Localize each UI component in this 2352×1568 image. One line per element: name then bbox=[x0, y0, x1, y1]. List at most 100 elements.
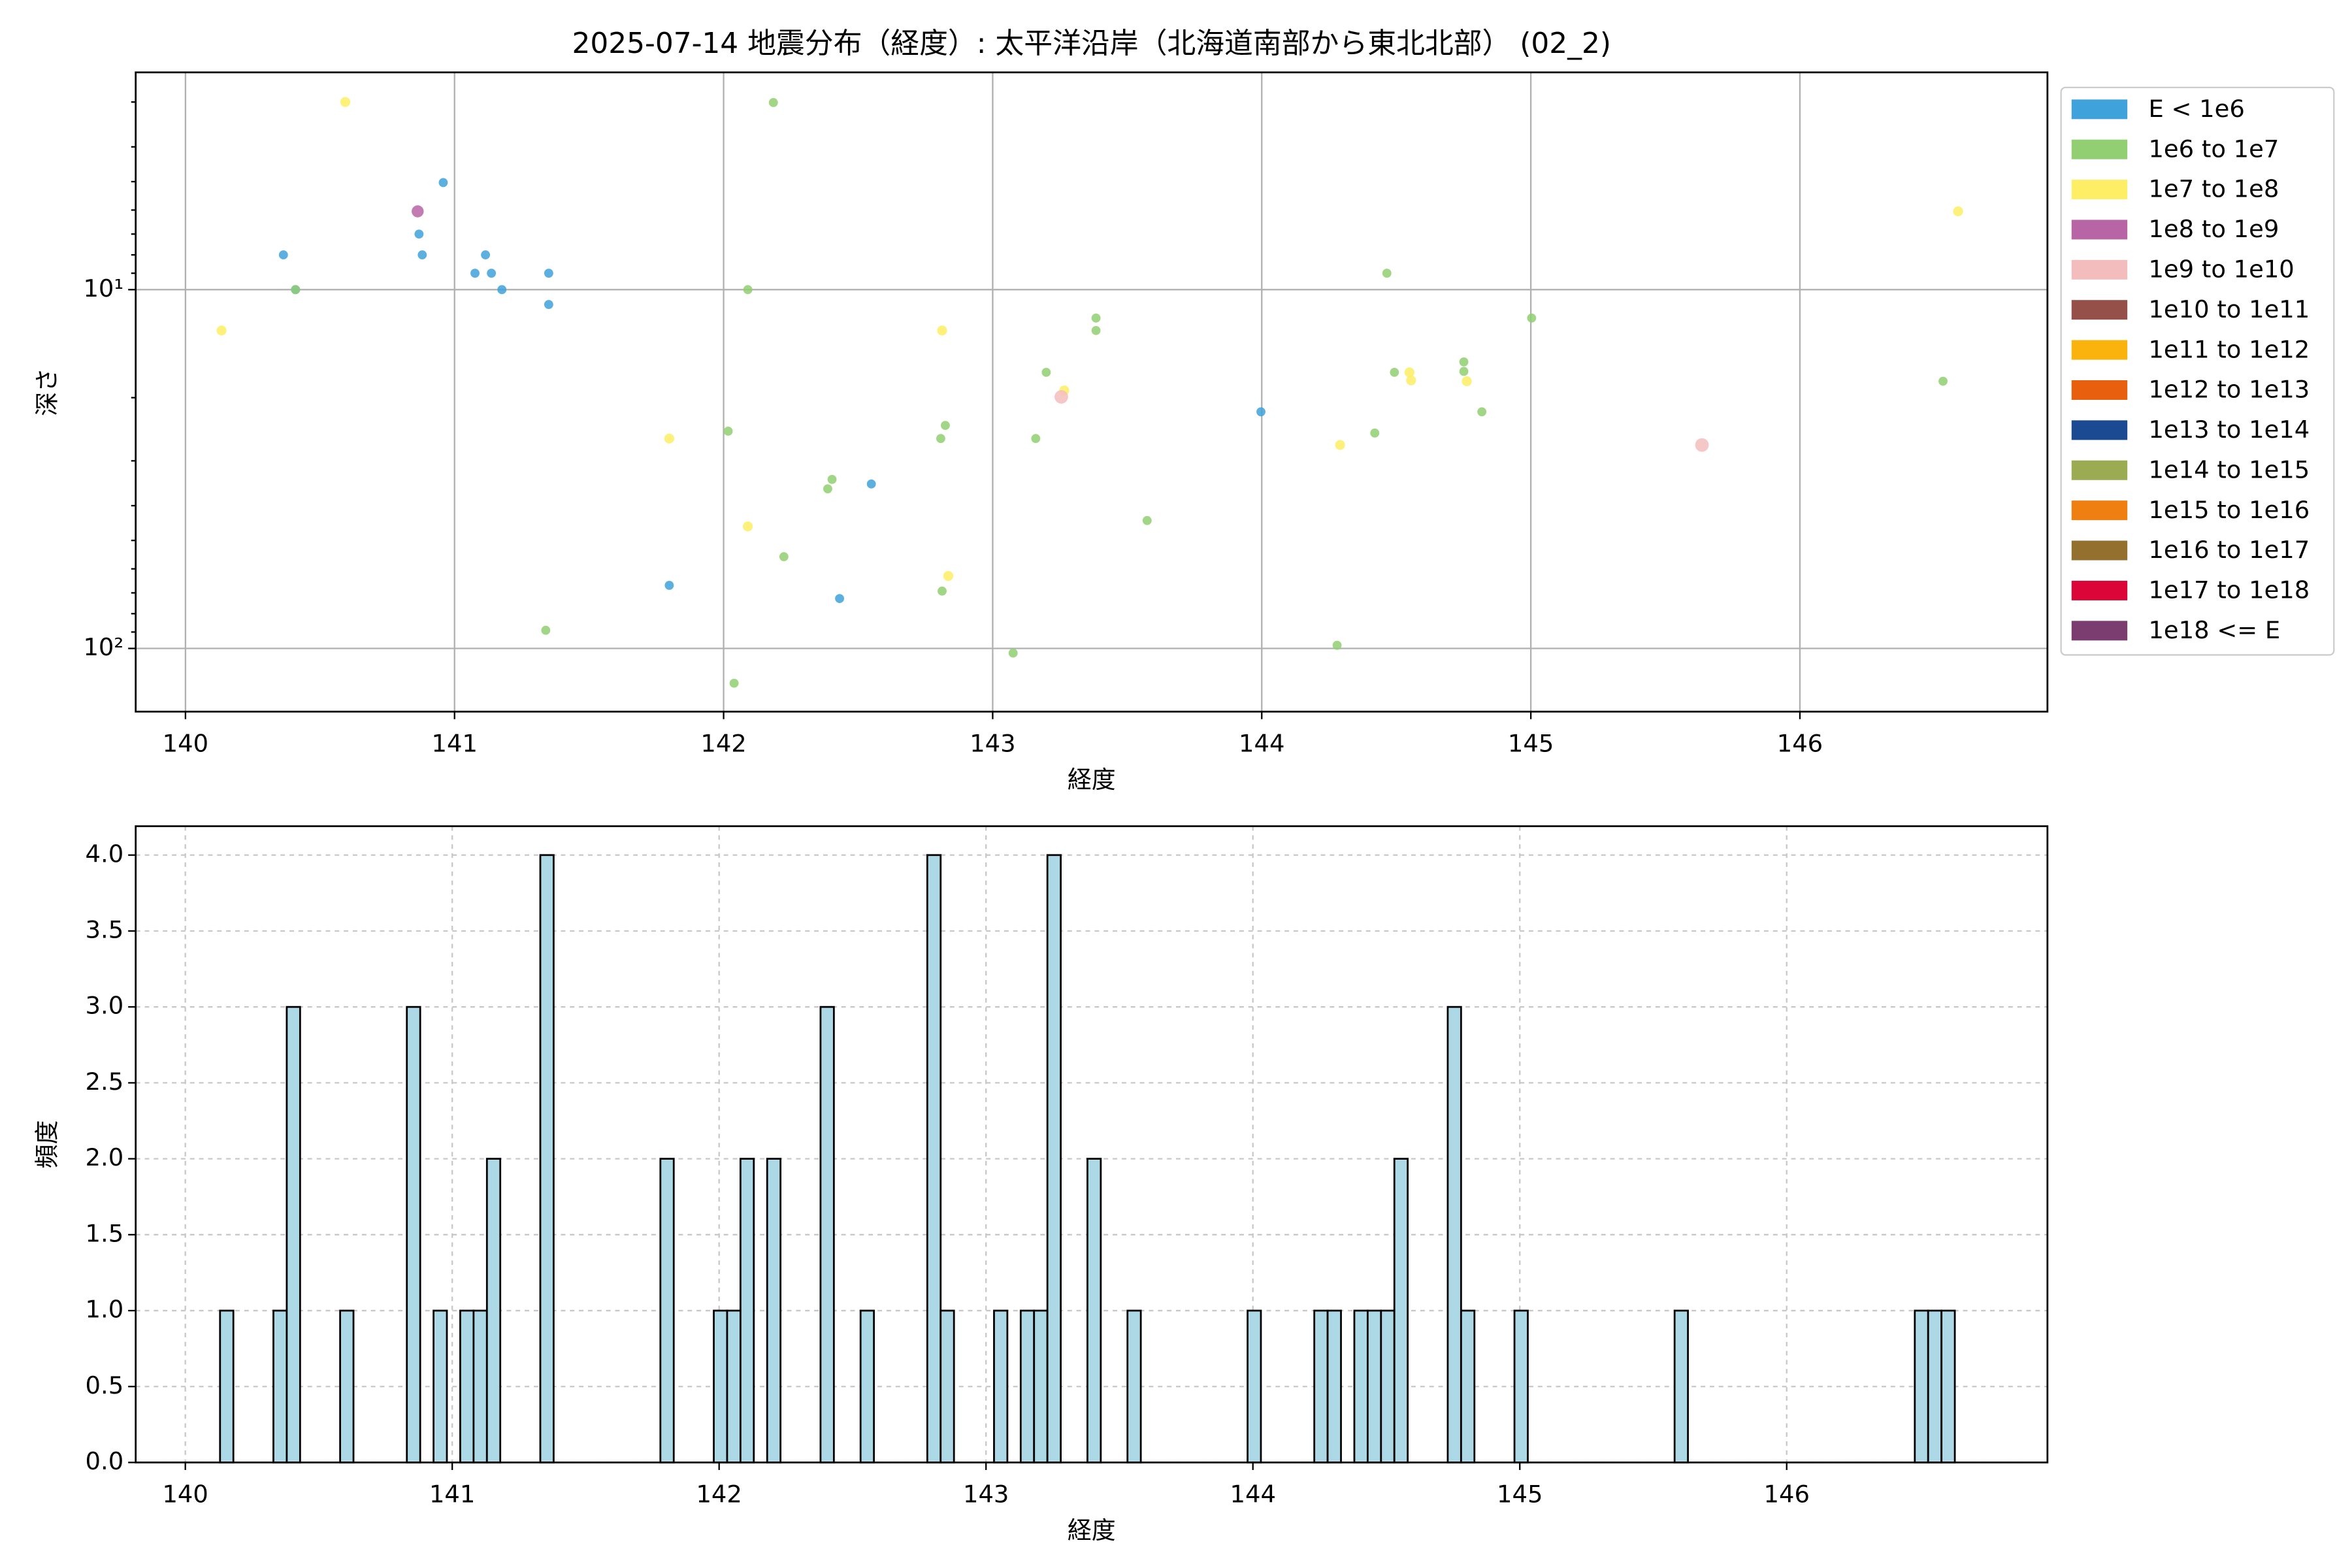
data-point bbox=[664, 433, 674, 444]
histogram-bar bbox=[1247, 1309, 1262, 1463]
histogram-bar bbox=[1353, 1309, 1369, 1463]
data-point bbox=[216, 325, 227, 336]
x-axis-label: 経度 bbox=[1068, 1516, 1116, 1544]
x-tick-label: 143 bbox=[963, 1480, 1009, 1509]
histogram-bar bbox=[1366, 1309, 1382, 1463]
legend-label: 1e18 <= E bbox=[2148, 616, 2280, 644]
data-point bbox=[487, 269, 497, 278]
histogram-bar bbox=[1460, 1309, 1476, 1463]
legend-label: 1e13 to 1e14 bbox=[2148, 416, 2310, 444]
histogram-bar bbox=[713, 1309, 728, 1463]
x-axis-label: 経度 bbox=[1068, 766, 1116, 794]
data-point bbox=[835, 594, 845, 604]
data-point bbox=[936, 434, 945, 444]
data-point bbox=[481, 250, 491, 260]
x-tick-label: 140 bbox=[162, 1480, 208, 1509]
data-point bbox=[723, 427, 733, 436]
data-point bbox=[938, 586, 947, 596]
data-point bbox=[1382, 269, 1392, 278]
histogram-bar bbox=[539, 854, 555, 1463]
y-tick-label: 3.5 bbox=[86, 915, 124, 943]
legend-swatch bbox=[2071, 540, 2128, 561]
histogram-bar bbox=[1914, 1309, 1929, 1463]
legend-label: 1e10 to 1e11 bbox=[2148, 295, 2310, 323]
histogram-bar bbox=[1380, 1309, 1396, 1463]
x-tick-label: 144 bbox=[1230, 1480, 1275, 1509]
data-point bbox=[1142, 515, 1152, 525]
x-tick-label: 146 bbox=[1777, 730, 1823, 758]
histogram-bar bbox=[1326, 1309, 1342, 1463]
data-point bbox=[941, 421, 950, 431]
legend-label: 1e17 to 1e18 bbox=[2148, 576, 2310, 604]
histogram-bar bbox=[1446, 1005, 1462, 1463]
histogram-bar bbox=[1033, 1309, 1049, 1463]
data-point bbox=[1527, 313, 1537, 323]
data-point bbox=[497, 285, 507, 295]
data-point bbox=[1054, 390, 1068, 404]
data-point bbox=[1031, 434, 1041, 444]
plot-frame bbox=[135, 71, 2049, 713]
data-point bbox=[291, 285, 301, 295]
histogram-bar bbox=[1940, 1309, 1956, 1463]
histogram-bar bbox=[339, 1309, 355, 1463]
legend-label: 1e9 to 1e10 bbox=[2148, 255, 2294, 283]
histogram-bar bbox=[859, 1309, 875, 1463]
y-tick-label: 2.0 bbox=[86, 1143, 124, 1171]
data-point bbox=[729, 678, 739, 688]
x-tick-label: 144 bbox=[1239, 730, 1284, 758]
legend-label: E < 1e6 bbox=[2148, 95, 2244, 123]
data-point bbox=[827, 474, 837, 484]
histogram-bar bbox=[739, 1158, 755, 1463]
data-point bbox=[1695, 438, 1709, 452]
y-tick-label: 10² bbox=[83, 633, 123, 661]
data-point bbox=[470, 269, 480, 278]
y-tick-label: 1.5 bbox=[86, 1219, 124, 1247]
y-tick-label: 4.0 bbox=[86, 840, 124, 868]
histogram-bar bbox=[1513, 1309, 1529, 1463]
data-point bbox=[1335, 440, 1345, 450]
y-axis-label: 頻度 bbox=[33, 1120, 61, 1169]
y-tick-label: 0.0 bbox=[86, 1447, 124, 1475]
legend-box bbox=[2060, 86, 2335, 656]
histogram-bar bbox=[219, 1309, 235, 1463]
data-point bbox=[438, 178, 448, 188]
histogram-bar bbox=[1393, 1158, 1409, 1463]
histogram-bar bbox=[1086, 1158, 1102, 1463]
legend-swatch bbox=[2071, 340, 2128, 360]
data-point bbox=[1370, 428, 1380, 438]
histogram-bar bbox=[1046, 854, 1062, 1463]
histogram-bar bbox=[1927, 1309, 1943, 1463]
legend-swatch bbox=[2071, 380, 2128, 400]
histogram-bar bbox=[726, 1309, 742, 1463]
data-point bbox=[937, 325, 947, 336]
data-point bbox=[1008, 648, 1018, 658]
data-point bbox=[1091, 325, 1101, 335]
histogram-bar bbox=[993, 1309, 1009, 1463]
data-point bbox=[541, 625, 551, 635]
legend-swatch bbox=[2071, 99, 2128, 120]
data-point bbox=[278, 250, 288, 260]
legend-swatch bbox=[2071, 420, 2128, 440]
legend-swatch bbox=[2071, 220, 2128, 240]
histogram-bar bbox=[485, 1158, 502, 1463]
legend-swatch bbox=[2071, 300, 2128, 320]
data-point bbox=[866, 479, 876, 489]
chart-title: 2025-07-14 地震分布（経度）: 太平洋沿岸（北海道南部から東北北部） … bbox=[572, 27, 1611, 60]
data-point bbox=[664, 581, 674, 590]
y-axis-label: 深さ bbox=[33, 368, 61, 416]
histogram-bar bbox=[766, 1158, 782, 1463]
y-tick-label: 0.5 bbox=[86, 1371, 124, 1399]
data-point bbox=[417, 250, 427, 260]
y-tick-label: 3.0 bbox=[86, 992, 124, 1020]
y-tick-label: 1.0 bbox=[86, 1296, 124, 1324]
data-point bbox=[340, 97, 351, 107]
x-tick-label: 145 bbox=[1508, 730, 1554, 758]
histogram-bar bbox=[659, 1158, 675, 1463]
data-point bbox=[779, 552, 789, 562]
data-point bbox=[1477, 407, 1487, 417]
histogram-bar bbox=[433, 1309, 448, 1463]
histogram-bar bbox=[472, 1309, 488, 1463]
data-point bbox=[414, 229, 424, 239]
